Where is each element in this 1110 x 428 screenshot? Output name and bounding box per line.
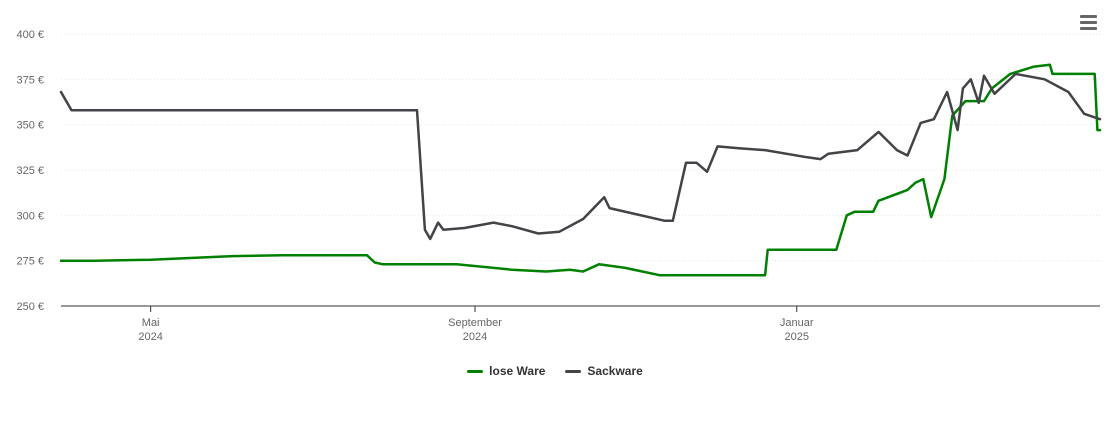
legend-label: Sackware: [587, 364, 643, 378]
series-line-sackware[interactable]: [59, 72, 1102, 241]
grid-lines: [61, 33, 1100, 262]
y-tick-label: 325 €: [16, 165, 44, 177]
y-tick-label: 250 €: [16, 301, 44, 313]
x-tick-label-year: 2025: [784, 331, 808, 343]
x-tick-label-year: 2024: [463, 331, 487, 343]
chart-menu-icon[interactable]: [1078, 12, 1100, 32]
legend-swatch: [565, 369, 582, 373]
y-tick-label: 300 €: [16, 210, 44, 222]
y-tick-label: 400 €: [16, 29, 44, 41]
x-axis: Mai 2024 September 2024 Januar 2025: [61, 305, 1100, 343]
legend-swatch: [467, 369, 484, 373]
series-line-lose-ware[interactable]: [59, 63, 1102, 277]
legend-item[interactable]: Sackware: [565, 364, 643, 378]
y-tick-label: 375 €: [16, 74, 44, 86]
x-tick-label-month: Mai: [142, 317, 160, 329]
series-lines: [59, 63, 1102, 277]
legend-item[interactable]: lose Ware: [467, 364, 545, 378]
legend: lose Ware Sackware: [0, 364, 1110, 378]
y-tick-label: 350 €: [16, 120, 44, 132]
y-axis: 250 € 275 € 300 € 325 € 350 € 375 € 400 €: [16, 29, 44, 313]
x-tick-label-year: 2024: [138, 331, 162, 343]
x-tick-label-month: September: [448, 317, 502, 329]
y-tick-label: 275 €: [16, 256, 44, 268]
legend-label: lose Ware: [489, 364, 546, 378]
x-tick-label-month: Januar: [780, 317, 814, 329]
